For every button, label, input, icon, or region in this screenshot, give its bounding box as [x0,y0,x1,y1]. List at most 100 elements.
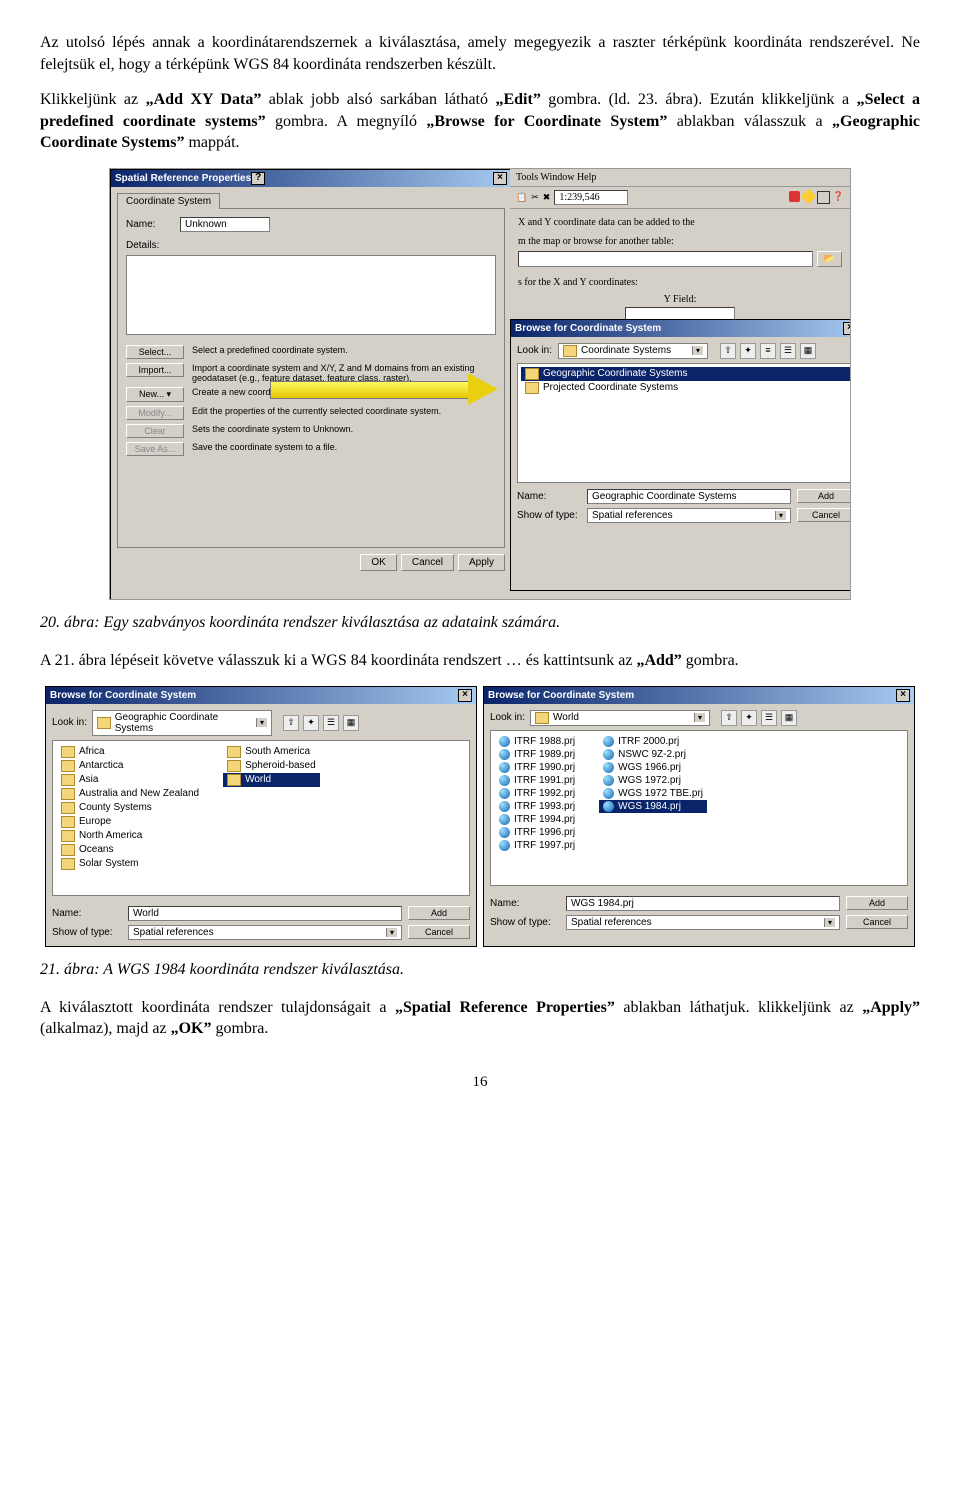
list-item[interactable]: NSWC 9Z-2.prj [599,748,707,761]
toolbar-icon[interactable] [801,189,817,205]
cancel-button[interactable]: Cancel [408,925,470,939]
list-item[interactable]: ITRF 1991.prj [495,774,579,787]
list-icon[interactable]: ☰ [761,710,777,726]
list-item-selected[interactable]: World [223,773,320,787]
name-field[interactable]: World [128,906,402,921]
list-item[interactable]: ITRF 1997.prj [495,839,579,852]
list-item-projected[interactable]: Projected Coordinate Systems [521,381,851,395]
list-item[interactable]: ITRF 1996.prj [495,826,579,839]
ok-button[interactable]: OK [360,554,396,571]
chevron-down-icon[interactable]: ▾ [694,713,705,722]
show-value: Spatial references [592,510,673,521]
modify-button[interactable]: Modify... [126,406,184,420]
list-item[interactable]: Solar System [57,857,203,871]
caption-20: 20. ábra: Egy szabványos koordináta rend… [40,614,920,632]
saveas-button[interactable]: Save As... [126,442,184,456]
scale-field[interactable]: 1:239,546 [554,190,628,205]
chevron-down-icon[interactable]: ▾ [775,511,786,520]
list-item[interactable]: North America [57,829,203,843]
up-icon[interactable]: ⇧ [721,710,737,726]
chevron-down-icon[interactable]: ▾ [256,718,267,727]
icon[interactable]: ≡ [760,343,776,359]
file-list[interactable]: AfricaAntarcticaAsiaAustralia and New Ze… [52,740,470,896]
name-field[interactable]: Unknown [180,217,270,232]
toolbar-icon[interactable]: ✂ [531,192,539,203]
list-icon[interactable]: ☰ [323,715,339,731]
list-item[interactable]: South America [223,745,320,759]
toolbar-icon[interactable]: ✖ [543,192,551,203]
text: Klikkeljünk az [40,91,146,108]
list-item[interactable]: WGS 1972.prj [599,774,707,787]
term: „Add” [636,652,681,669]
list-item[interactable]: Antarctica [57,759,203,773]
list-item-selected[interactable]: WGS 1984.prj [599,800,707,813]
clear-button[interactable]: Clear [126,424,184,438]
up-icon[interactable]: ⇧ [720,343,736,359]
show-combo[interactable]: Spatial references▾ [128,925,402,940]
close-icon[interactable]: × [843,322,851,335]
toolbar-icon[interactable]: 📋 [516,192,527,203]
toolbar-icon[interactable] [817,191,830,204]
item-label: WGS 1972 TBE.prj [618,788,703,799]
show-combo[interactable]: Spatial references ▾ [587,508,791,523]
toolbar-icon[interactable] [789,191,800,202]
details-icon[interactable]: ▦ [800,343,816,359]
help-icon[interactable]: ❓ [833,191,844,204]
list-item[interactable]: ITRF 1990.prj [495,761,579,774]
list-item[interactable]: Europe [57,815,203,829]
lookin-combo[interactable]: Coordinate Systems▾ [558,343,708,359]
list-item[interactable]: ITRF 1992.prj [495,787,579,800]
select-button[interactable]: Select... [126,345,184,359]
chevron-down-icon[interactable]: ▾ [824,918,835,927]
list-item[interactable]: County Systems [57,801,203,815]
cancel-button[interactable]: Cancel [401,554,454,571]
import-button[interactable]: Import... [126,363,184,377]
file-list[interactable]: Geographic Coordinate Systems Projected … [517,363,851,483]
add-button[interactable]: Add [797,489,851,503]
up-icon[interactable]: ⇧ [283,715,299,731]
list-item[interactable]: WGS 1966.prj [599,761,707,774]
name-field[interactable]: Geographic Coordinate Systems [587,489,791,504]
name-field[interactable]: WGS 1984.prj [566,896,840,911]
list-item[interactable]: ITRF 2000.prj [599,735,707,748]
help-icon[interactable]: ? [251,172,265,185]
details-icon[interactable]: ▦ [343,715,359,731]
list-item-geographic[interactable]: Geographic Coordinate Systems [521,367,851,381]
list-item[interactable]: Spheroid-based [223,759,320,773]
lookin-combo[interactable]: Geographic Coordinate Systems▾ [92,710,272,736]
list-item[interactable]: Australia and New Zealand [57,787,203,801]
close-icon[interactable]: × [896,689,910,702]
cancel-button[interactable]: Cancel [797,508,851,522]
list-item[interactable]: ITRF 1988.prj [495,735,579,748]
icon[interactable]: ✦ [303,715,319,731]
close-icon[interactable]: × [458,689,472,702]
chevron-down-icon[interactable]: ▾ [386,928,397,937]
lookin-combo[interactable]: World▾ [530,710,710,726]
browse-icon[interactable]: 📂 [817,251,842,267]
file-list[interactable]: ITRF 1988.prjITRF 1989.prjITRF 1990.prjI… [490,730,908,886]
menu-bar[interactable]: Tools Window Help [510,169,850,187]
add-button[interactable]: Add [846,896,908,910]
list-item[interactable]: Africa [57,745,203,759]
list-item[interactable]: ITRF 1994.prj [495,813,579,826]
list-icon[interactable]: ☰ [780,343,796,359]
table-combo[interactable] [518,251,813,267]
close-icon[interactable]: × [493,172,507,185]
list-item[interactable]: ITRF 1993.prj [495,800,579,813]
show-combo[interactable]: Spatial references▾ [566,915,840,930]
cancel-button[interactable]: Cancel [846,915,908,929]
add-button[interactable]: Add [408,906,470,920]
apply-button[interactable]: Apply [458,554,505,571]
icon[interactable]: ✦ [740,343,756,359]
details-icon[interactable]: ▦ [781,710,797,726]
list-item[interactable]: Asia [57,773,203,787]
icon[interactable]: ✦ [741,710,757,726]
new-button[interactable]: New... ▾ [126,387,184,402]
tab-coordinate-system[interactable]: Coordinate System [117,193,220,209]
term: „Add XY Data” [146,91,262,108]
list-item[interactable]: Oceans [57,843,203,857]
list-item[interactable]: WGS 1972 TBE.prj [599,787,707,800]
list-item[interactable]: ITRF 1989.prj [495,748,579,761]
chevron-down-icon[interactable]: ▾ [692,346,703,355]
item-label: South America [245,746,310,757]
